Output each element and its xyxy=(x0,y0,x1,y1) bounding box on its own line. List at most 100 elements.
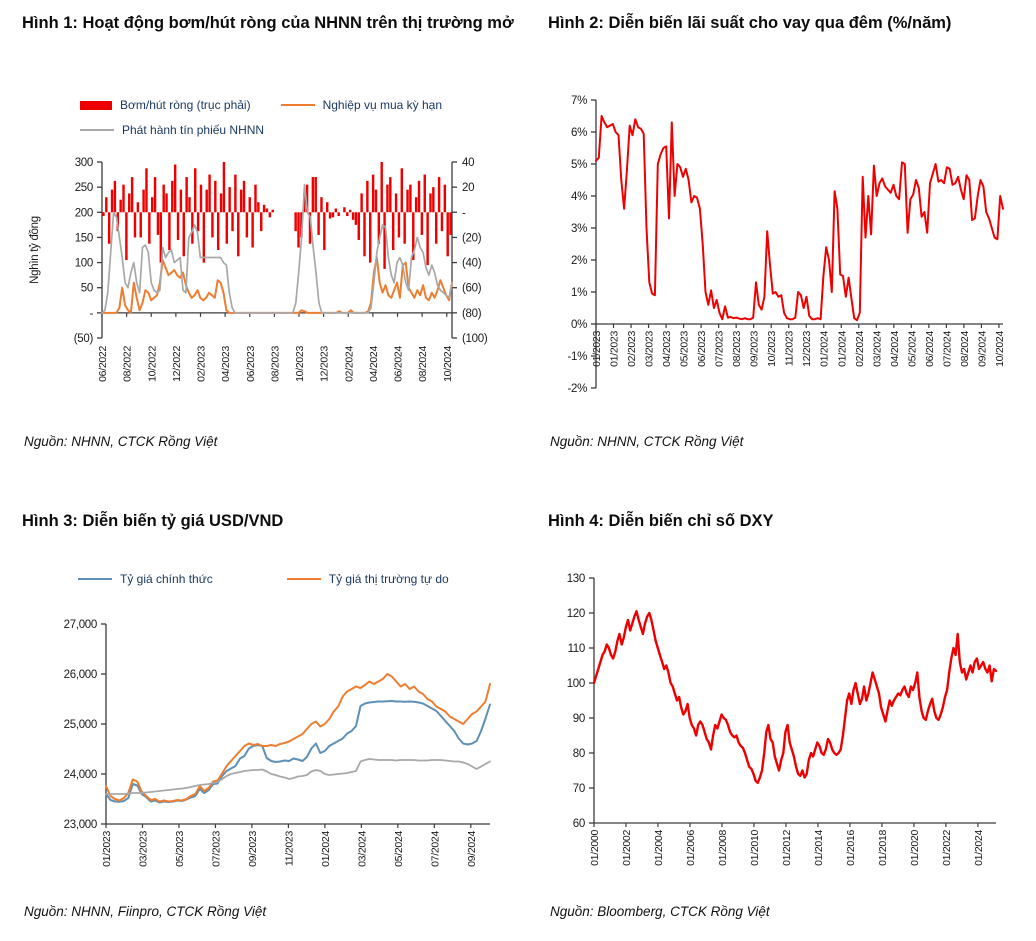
svg-text:03/2023: 03/2023 xyxy=(644,331,656,367)
figure4-title: Hình 4: Diễn biến chỉ số DXY xyxy=(548,512,774,530)
svg-text:01/2023: 01/2023 xyxy=(101,831,113,867)
svg-text:6%: 6% xyxy=(571,127,587,139)
svg-text:01/2023: 01/2023 xyxy=(609,331,621,367)
svg-text:02/2024: 02/2024 xyxy=(854,331,866,367)
svg-text:12/2023: 12/2023 xyxy=(319,346,331,382)
svg-text:01/2024: 01/2024 xyxy=(320,831,332,867)
svg-text:07/2024: 07/2024 xyxy=(941,331,953,367)
svg-text:60: 60 xyxy=(573,818,585,830)
svg-text:(40): (40) xyxy=(462,258,482,270)
figure4-chart: 130 120 110 100 90 80 70 60 01/2000 01/2002 01/200… xyxy=(567,573,998,866)
svg-text:-1%: -1% xyxy=(567,351,587,363)
svg-text:10/2023: 10/2023 xyxy=(766,331,778,367)
net-pump-bar-swatch xyxy=(80,100,112,110)
svg-text:01/2008: 01/2008 xyxy=(717,830,729,866)
svg-text:130: 130 xyxy=(567,573,585,585)
svg-text:01/2014: 01/2014 xyxy=(813,830,825,866)
figure3-panel: Hình 3: Diễn biến tỷ giá USD/VND Tỷ giá … xyxy=(22,508,524,938)
svg-text:08/2023: 08/2023 xyxy=(269,346,281,382)
svg-text:100: 100 xyxy=(567,678,585,690)
svg-text:20: 20 xyxy=(462,182,474,194)
svg-text:24,000: 24,000 xyxy=(64,769,97,781)
repo-line-swatch xyxy=(280,103,315,107)
svg-text:50: 50 xyxy=(81,283,93,295)
svg-text:01/2024: 01/2024 xyxy=(836,331,848,367)
svg-text:-2%: -2% xyxy=(567,383,587,393)
svg-text:04/2023: 04/2023 xyxy=(220,346,232,382)
legend-label: Phát hành tín phiếu NHNN xyxy=(122,123,265,137)
svg-text:100: 100 xyxy=(75,258,93,270)
svg-text:120: 120 xyxy=(567,608,585,620)
svg-text:01/2023: 01/2023 xyxy=(591,331,603,367)
svg-text:01/2024: 01/2024 xyxy=(973,830,985,866)
svg-text:Nghìn tỷ đồng: Nghìn tỷ đồng xyxy=(29,216,41,284)
svg-text:03/2023: 03/2023 xyxy=(137,831,149,867)
svg-text:0%: 0% xyxy=(571,319,587,331)
bills-line-swatch xyxy=(80,128,114,132)
svg-text:01/2006: 01/2006 xyxy=(685,830,697,866)
svg-text:09/2023: 09/2023 xyxy=(749,331,761,367)
svg-text:110: 110 xyxy=(568,643,585,655)
figure3-legend: Tỷ giá chính thức Tỷ giá thị trường tự d… xyxy=(78,572,449,597)
svg-text:09/2023: 09/2023 xyxy=(247,831,259,867)
svg-text:12/2022: 12/2022 xyxy=(171,346,183,382)
svg-text:23,000: 23,000 xyxy=(64,819,97,831)
legend-item: Bơm/hút ròng (trục phải) xyxy=(80,98,251,112)
svg-text:01/2020: 01/2020 xyxy=(909,830,921,866)
official-rate-line-swatch xyxy=(78,577,112,581)
legend-label: Nghiệp vụ mua kỳ hạn xyxy=(322,98,442,112)
svg-text:25,000: 25,000 xyxy=(64,719,97,731)
svg-text:10/2024: 10/2024 xyxy=(994,331,1006,367)
svg-text:150: 150 xyxy=(75,232,93,244)
figure2-chart: 7% 6% 5% 4% 3% 2% 1% 0% -1% -2% 01/2023 01/2023 02/2… xyxy=(567,95,1006,393)
svg-text:7%: 7% xyxy=(571,95,587,107)
svg-text:10/2023: 10/2023 xyxy=(294,346,306,382)
svg-text:08/2023: 08/2023 xyxy=(731,331,743,367)
svg-text:200: 200 xyxy=(75,207,93,219)
svg-text:12/2023: 12/2023 xyxy=(801,331,813,367)
figure1-source: Nguồn: NHNN, CTCK Rồng Việt xyxy=(24,434,218,449)
legend-item: Nghiệp vụ mua kỳ hạn xyxy=(280,98,442,112)
figure3-source: Nguồn: NHNN, Fiinpro, CTCK Rồng Việt xyxy=(24,904,267,919)
svg-text:40: 40 xyxy=(462,157,474,169)
svg-text:(100): (100) xyxy=(462,333,488,345)
svg-text:01/2002: 01/2002 xyxy=(621,830,633,866)
free-market-rate-line-swatch xyxy=(286,577,321,581)
svg-text:(80): (80) xyxy=(462,308,482,320)
svg-text:80: 80 xyxy=(573,748,585,760)
figure3-chart: 27,000 26,000 25,000 24,000 23,000 01/2023 03/… xyxy=(64,619,491,867)
svg-text:01/2004: 01/2004 xyxy=(653,830,665,866)
svg-text:06/2024: 06/2024 xyxy=(393,346,405,382)
svg-text:06/2023: 06/2023 xyxy=(696,331,708,367)
svg-text:01/2010: 01/2010 xyxy=(749,830,761,866)
svg-text:06/2024: 06/2024 xyxy=(924,331,936,367)
svg-text:05/2023: 05/2023 xyxy=(174,831,186,867)
svg-text:09/2024: 09/2024 xyxy=(466,831,478,867)
figure2-title: Hình 2: Diễn biến lãi suất cho vay qua đ… xyxy=(548,14,952,32)
svg-text:-: - xyxy=(89,308,93,320)
svg-text:(20): (20) xyxy=(462,232,482,244)
legend-label: Bơm/hút ròng (trục phải) xyxy=(120,98,251,112)
svg-text:(50): (50) xyxy=(74,333,94,345)
svg-text:06/2022: 06/2022 xyxy=(97,346,109,382)
svg-text:08/2024: 08/2024 xyxy=(959,331,971,367)
svg-text:01/2024: 01/2024 xyxy=(819,331,831,367)
svg-text:03/2024: 03/2024 xyxy=(871,331,883,367)
svg-text:1%: 1% xyxy=(571,287,587,299)
svg-text:-: - xyxy=(462,207,466,219)
figure3-title: Hình 3: Diễn biến tỷ giá USD/VND xyxy=(22,512,284,530)
figure1-panel: Hình 1: Hoạt động bơm/hút ròng của NHNN … xyxy=(22,10,524,465)
svg-text:10/2022: 10/2022 xyxy=(146,346,158,382)
legend-item: Tỷ giá thị trường tự do xyxy=(286,572,449,586)
svg-text:08/2022: 08/2022 xyxy=(122,346,134,382)
svg-text:4%: 4% xyxy=(571,191,587,203)
svg-text:02/2024: 02/2024 xyxy=(343,346,355,382)
svg-text:07/2024: 07/2024 xyxy=(429,831,441,867)
svg-text:02/2023: 02/2023 xyxy=(626,331,638,367)
svg-text:01/2016: 01/2016 xyxy=(845,830,857,866)
svg-text:04/2024: 04/2024 xyxy=(889,331,901,367)
svg-text:01/2000: 01/2000 xyxy=(589,830,601,866)
figure4-panel: Hình 4: Diễn biến chỉ số DXY 130 120 110 10… xyxy=(548,508,1026,938)
svg-text:03/2024: 03/2024 xyxy=(356,831,368,867)
